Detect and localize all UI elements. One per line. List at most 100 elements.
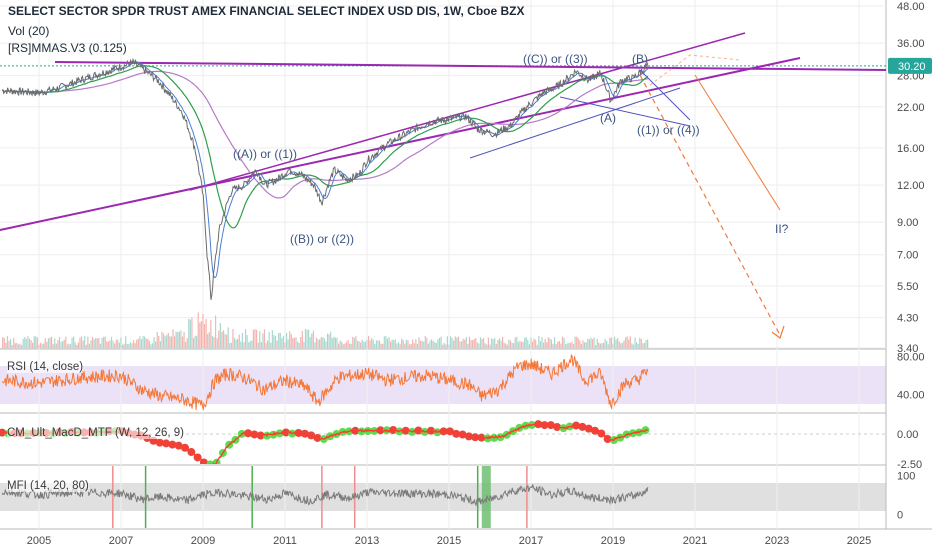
mfi-oversold-zone [481, 466, 491, 528]
volume-bar [443, 342, 445, 348]
price-tick-label: 4.30 [897, 313, 918, 325]
time-tick-label: 2015 [437, 535, 461, 547]
volume-bar [550, 339, 553, 348]
price-tick-label: 5.50 [897, 281, 918, 293]
volume-bar [531, 341, 534, 348]
volume-bar [139, 336, 141, 348]
mfi-line [1, 484, 649, 507]
volume-bar [175, 331, 177, 348]
lower-channel-line[interactable] [469, 87, 681, 159]
volume-bar [577, 338, 579, 348]
volume-bar [216, 338, 218, 348]
volume-bar [449, 336, 452, 348]
time-tick-label: 2005 [27, 535, 51, 547]
volume-bar [213, 337, 215, 348]
volume-bar [501, 336, 504, 348]
volume-bar [19, 343, 21, 348]
drawing-layer[interactable] [0, 32, 886, 339]
volume-bar [192, 338, 195, 348]
volume-bar [492, 339, 494, 348]
volume-bar [432, 340, 434, 348]
volume-bar [612, 343, 614, 348]
volume-bar [442, 344, 444, 348]
volume-bar [8, 340, 10, 348]
volume-bar [292, 338, 294, 348]
sub-pane-tick-label: 0 [897, 509, 903, 521]
mfi-pane-label[interactable]: MFI (14, 20, 80) [7, 480, 89, 492]
volume-bar [473, 339, 475, 348]
volume-bar [328, 334, 330, 348]
volume-bar [382, 343, 384, 348]
volume-bar [30, 340, 32, 348]
volume-bar [68, 343, 70, 348]
volume-bar [186, 338, 188, 348]
volume-bar [585, 342, 587, 348]
resistance-line[interactable] [54, 61, 886, 71]
volume-bar [572, 344, 575, 348]
volume-bar [117, 339, 119, 348]
projection-line-dashed[interactable] [639, 74, 781, 336]
volume-bar [355, 336, 357, 348]
price-tick-label: 7.00 [897, 250, 918, 262]
volume-bar [560, 343, 562, 348]
projection-line-solid[interactable] [694, 74, 781, 211]
volume-bar [224, 333, 226, 348]
volume-bar [599, 343, 601, 348]
chart-title: SELECT SECTOR SPDR TRUST AMEX FINANCIAL … [8, 4, 525, 18]
volume-bar [46, 341, 48, 348]
volume-bar [169, 336, 171, 348]
volume-bar [285, 332, 288, 348]
volume-bar [109, 340, 111, 348]
volume-bar [476, 342, 478, 348]
volume-bar [618, 341, 620, 348]
mmas-indicator-label[interactable]: [RS]MMAS.V3 (0.125) [8, 41, 127, 55]
volume-bar [287, 339, 289, 348]
upper-channel-line[interactable] [189, 32, 746, 191]
volume-bar [153, 337, 155, 348]
volume-bar [207, 333, 209, 348]
volume-bar [52, 344, 54, 348]
macd-pane-label[interactable]: CM_Ult_MacD_MTF (W, 12, 26, 9) [7, 427, 185, 439]
volume-bar [73, 336, 75, 348]
volume-bar [506, 344, 508, 348]
volume-bar [35, 336, 37, 348]
volume-bar [390, 341, 392, 348]
price-tick-label: 9.00 [897, 217, 918, 229]
volume-bar [235, 339, 237, 348]
volume-bar [260, 342, 262, 348]
volume-bar [47, 338, 50, 348]
volume-bar [495, 343, 497, 348]
volume-bar [464, 339, 466, 348]
projection-path-dotted[interactable] [649, 54, 741, 86]
volume-bar [121, 344, 124, 348]
volume-bar [456, 337, 458, 348]
volume-indicator-label[interactable]: Vol (20) [8, 24, 50, 38]
time-axis[interactable]: 2005 2007 2009 2011 2013 2015 2017 2019 2021 2023… [27, 535, 871, 547]
wave-a-line[interactable] [639, 69, 691, 121]
volume-bar [251, 340, 253, 348]
price-axis[interactable]: 3.404.305.507.009.0012.0016.0022.0028.00… [897, 1, 925, 355]
rsi-pane-label[interactable]: RSI (14, close) [7, 361, 84, 373]
volume-bar [309, 337, 311, 348]
last-price-tag: 30.20 [888, 57, 932, 74]
volume-bar [352, 336, 354, 348]
volume-bar [427, 343, 430, 348]
volume-bar [360, 342, 362, 348]
volume-bar [268, 331, 270, 348]
volume-bar [298, 342, 300, 348]
time-tick-label: 2019 [601, 535, 625, 547]
volume-bar [634, 337, 636, 348]
volume-bar [434, 342, 436, 348]
channel-base-line[interactable] [559, 96, 691, 127]
time-tick-label: 2017 [519, 535, 543, 547]
volume-bar [336, 337, 338, 348]
volume-bar [238, 334, 240, 348]
volume-bar [191, 317, 193, 348]
volume-bar [96, 338, 98, 348]
volume-bar [396, 343, 398, 348]
volume-bar [367, 336, 370, 348]
long-trendline[interactable] [0, 57, 801, 231]
volume-bar [642, 343, 644, 348]
volume-bar [278, 333, 280, 348]
volume-bar [344, 343, 346, 348]
